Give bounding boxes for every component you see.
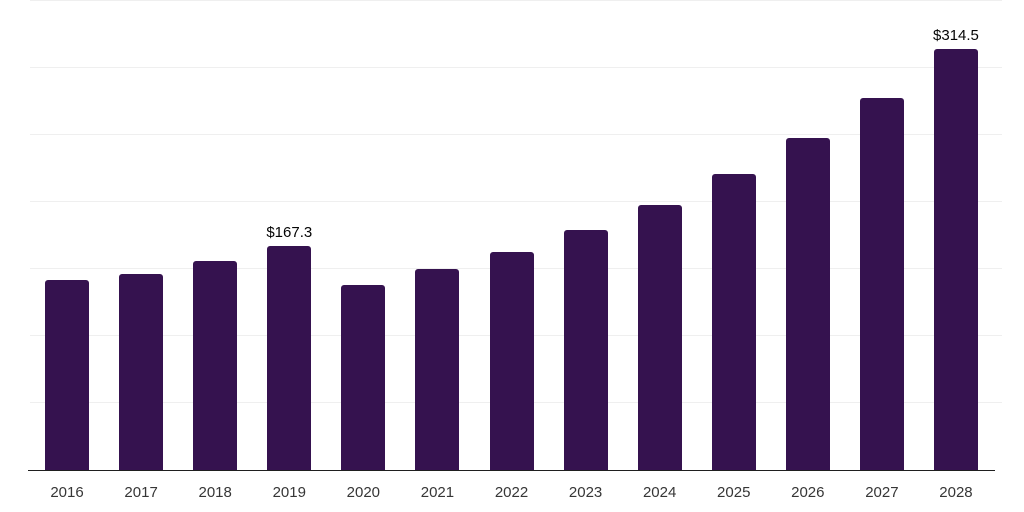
bars-group: $167.3 $314.5 xyxy=(30,1,993,470)
gridline-250 xyxy=(30,134,1002,135)
bar-2021 xyxy=(415,269,460,470)
bar-column-2016 xyxy=(30,1,104,470)
x-tick-2027: 2027 xyxy=(865,484,899,501)
bar-column-2026 xyxy=(771,1,845,470)
bar-column-2022 xyxy=(474,1,548,470)
bar-column-2028: $314.5 xyxy=(919,1,993,470)
bar-2023 xyxy=(563,229,608,470)
bar-column-2018 xyxy=(178,1,252,470)
bar-column-2021 xyxy=(400,1,474,470)
x-tick-2023: 2023 xyxy=(568,484,603,501)
bar-column-2023 xyxy=(549,1,623,470)
x-tick-2026: 2026 xyxy=(791,484,825,501)
x-tick-2022: 2022 xyxy=(494,484,529,501)
bar-column-2025 xyxy=(697,1,771,470)
bar-column-2020 xyxy=(326,1,400,470)
bar-column-2019: $167.3 xyxy=(252,1,326,470)
bar-2024 xyxy=(637,204,682,470)
x-axis-line xyxy=(28,469,995,471)
gridline-350 xyxy=(30,0,1002,1)
bar-value-label-2019: $167.3 xyxy=(266,223,313,241)
bar-column-2024 xyxy=(623,1,697,470)
x-tick-2025: 2025 xyxy=(717,484,751,501)
x-tick-2017: 2017 xyxy=(124,484,158,501)
bar-2022 xyxy=(489,251,534,470)
bar-2018 xyxy=(193,260,238,470)
bar-2017 xyxy=(119,273,164,470)
bar-2016 xyxy=(45,279,90,470)
x-tick-2024: 2024 xyxy=(642,484,677,501)
x-tick-2019: 2019 xyxy=(272,484,306,501)
bar-2025 xyxy=(711,174,756,470)
bar-2027 xyxy=(859,97,904,470)
x-tick-2018: 2018 xyxy=(198,484,232,501)
gridline-300 xyxy=(30,67,1002,68)
x-axis-tick-labels: 2016 2017 2018 2019 2020 2021 2022 2023 2024 2025… xyxy=(30,484,993,502)
bar-2019 xyxy=(267,245,312,470)
bar-2026 xyxy=(785,138,830,470)
bar-value-label-2028: $314.5 xyxy=(933,26,979,44)
plot-area: $167.3 $314.5 xyxy=(28,0,1002,471)
x-tick-2021: 2021 xyxy=(420,484,455,501)
bar-2020 xyxy=(341,284,386,470)
bar-2028 xyxy=(933,48,978,470)
bar-column-2027 xyxy=(845,1,919,470)
bar-column-2017 xyxy=(104,1,178,470)
gridline-200 xyxy=(30,201,1002,202)
x-tick-2020: 2020 xyxy=(346,484,381,501)
x-tick-2016: 2016 xyxy=(50,484,84,501)
x-tick-2028: 2028 xyxy=(939,484,973,501)
